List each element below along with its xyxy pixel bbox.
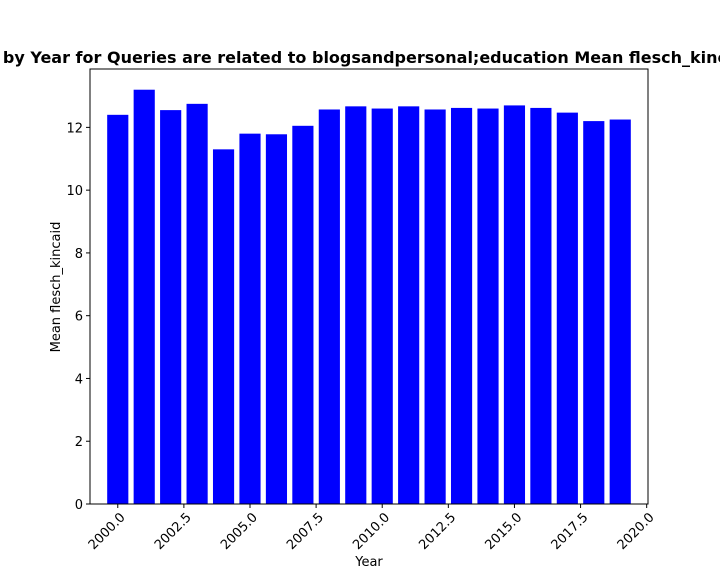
- x-tick-label: 2020.0: [615, 510, 658, 553]
- y-tick-label: 12: [66, 121, 83, 136]
- bar-2018: [583, 121, 605, 505]
- x-tick-label: 2010.0: [350, 510, 393, 553]
- bar-2016: [530, 107, 552, 504]
- x-axis-ticks: 2000.0 2002.5 2005.0 2007.5 2010.0 2012.5 2015…: [86, 504, 658, 553]
- bar-2004: [212, 149, 235, 504]
- bar-2010: [371, 108, 393, 504]
- y-axis-label: Mean flesch_kincaid: [49, 222, 64, 353]
- x-tick-label: 2005.0: [218, 510, 261, 553]
- chart-title: Mean flesch_kincaid by Year for Queries …: [0, 48, 720, 67]
- bar-2003: [186, 103, 208, 505]
- x-tick-label: 2000.0: [86, 510, 129, 553]
- y-tick-label: 6: [75, 310, 83, 325]
- bar-2017: [556, 112, 578, 504]
- bar-2005: [239, 133, 261, 504]
- bar-2014: [477, 108, 499, 504]
- bar-2009: [345, 106, 367, 505]
- bar-2011: [398, 106, 420, 505]
- x-tick-label: 2017.5: [549, 510, 592, 553]
- x-tick-label: 2007.5: [284, 510, 327, 553]
- bar-2019: [609, 119, 631, 504]
- bar-2008: [318, 109, 340, 505]
- bar-2001: [133, 89, 155, 504]
- y-tick-label: 0: [75, 498, 83, 513]
- x-tick-label: 2002.5: [152, 510, 195, 553]
- bar-2002: [160, 110, 182, 504]
- bar-2013: [450, 107, 473, 504]
- y-axis-ticks: 0 2 4 6 8 10 12: [66, 121, 90, 513]
- bar-2006: [265, 134, 288, 505]
- bar-2000: [107, 114, 129, 504]
- x-tick-label: 2015.0: [482, 510, 525, 553]
- x-tick-label: 2012.5: [416, 510, 459, 553]
- bar-2007: [292, 125, 314, 504]
- y-tick-label: 2: [75, 435, 83, 450]
- bar-group: [107, 89, 631, 505]
- y-tick-label: 10: [66, 184, 83, 199]
- bar-2012: [424, 109, 446, 505]
- plot-frame: [89, 68, 649, 505]
- y-tick-label: 8: [75, 247, 83, 262]
- y-tick-label: 4: [75, 372, 83, 387]
- x-axis-label: Year: [354, 555, 383, 570]
- bar-2015: [503, 105, 526, 505]
